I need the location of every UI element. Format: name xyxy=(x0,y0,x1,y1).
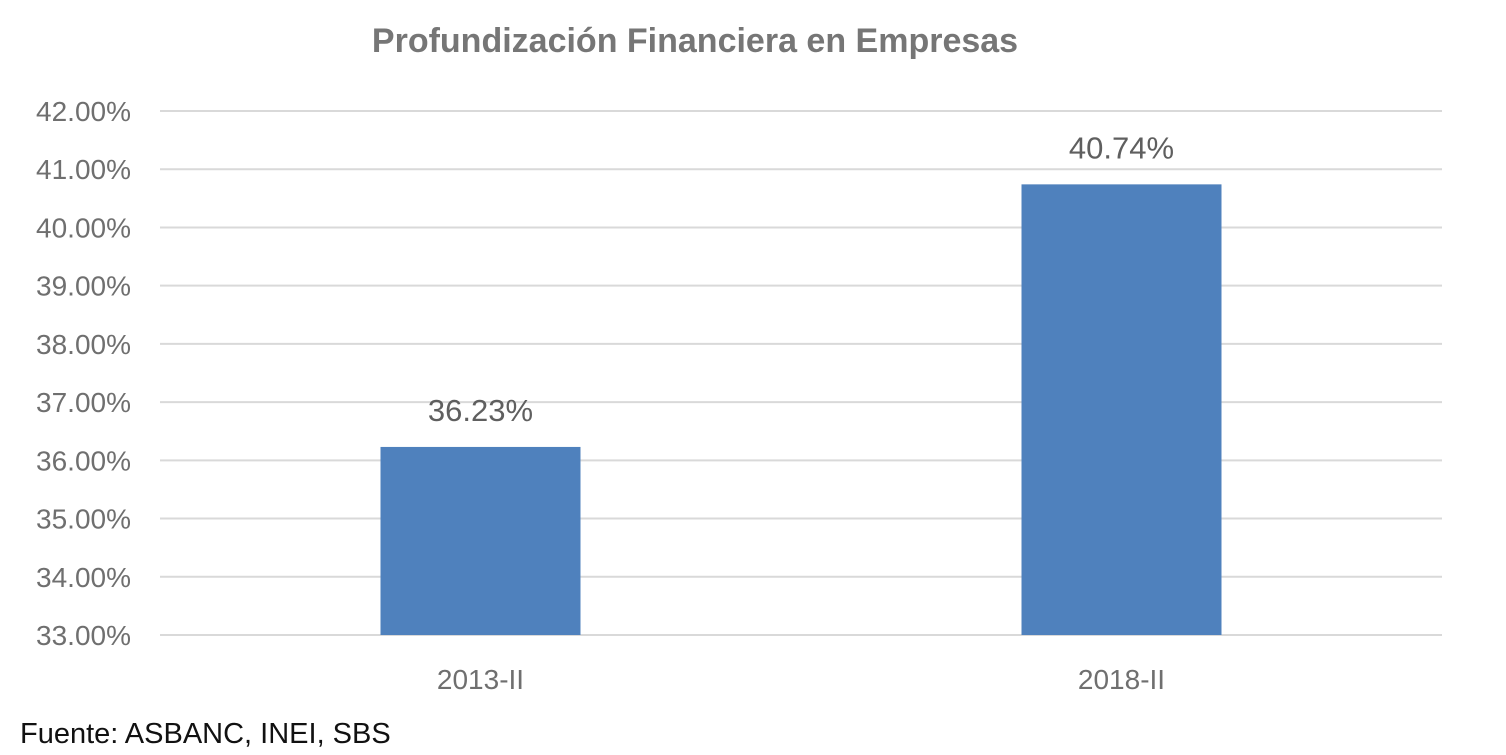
y-tick-label: 35.00% xyxy=(36,504,131,535)
y-tick-label: 34.00% xyxy=(36,562,131,593)
x-category-label: 2018-II xyxy=(1078,664,1165,695)
x-category-label: 2013-II xyxy=(437,664,524,695)
data-label: 36.23% xyxy=(428,393,533,428)
y-tick-label: 39.00% xyxy=(36,271,131,302)
gridlines xyxy=(160,110,1442,636)
data-labels: 36.23% 40.74% xyxy=(428,130,1174,428)
bar xyxy=(380,446,581,635)
chart-title: Profundización Financiera en Empresas xyxy=(372,22,1018,60)
y-tick-label: 38.00% xyxy=(36,329,131,360)
data-label: 40.74% xyxy=(1069,130,1174,165)
y-tick-label: 40.00% xyxy=(36,212,131,243)
y-tick-label: 37.00% xyxy=(36,387,131,418)
bars xyxy=(380,184,1222,636)
y-axis-tick-labels: 33.00% 34.00% 35.00% 36.00% 37.00% 38.00% 39.0… xyxy=(36,96,131,651)
source-note: Fuente: ASBANC, INEI, SBS xyxy=(20,718,391,750)
y-tick-label: 42.00% xyxy=(36,96,131,127)
y-tick-label: 41.00% xyxy=(36,154,131,185)
bar xyxy=(1021,184,1222,636)
x-axis-category-labels: 2013-II 2018-II xyxy=(437,664,1165,695)
bar-chart: Profundización Financiera en Empresas 33… xyxy=(36,22,1442,695)
y-tick-label: 33.00% xyxy=(36,620,131,651)
y-tick-label: 36.00% xyxy=(36,445,131,476)
